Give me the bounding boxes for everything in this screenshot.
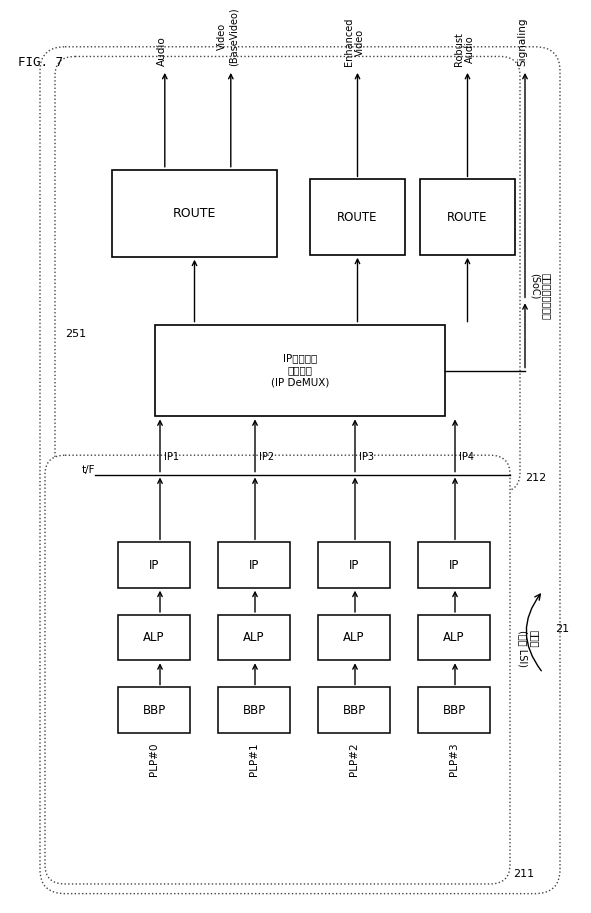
Text: BBP: BBP [142,704,165,717]
Text: PLP#2: PLP#2 [349,742,359,776]
Text: 251: 251 [65,330,86,340]
Text: Audio: Audio [157,37,167,66]
FancyBboxPatch shape [55,57,520,492]
Text: Video
(BaseVideo): Video (BaseVideo) [217,7,239,66]
Text: IP1: IP1 [164,452,179,462]
Bar [218,687,290,733]
Text: IP: IP [149,559,159,572]
Text: PLP#1: PLP#1 [249,742,259,776]
Text: ROUTE: ROUTE [447,211,488,224]
Text: IP: IP [249,559,259,572]
Text: IP: IP [349,559,359,572]
Bar [418,687,490,733]
Bar [310,179,405,255]
Text: 212: 212 [525,473,546,483]
Bar [318,687,390,733]
Bar [420,179,515,255]
Text: ROUTE: ROUTE [337,211,378,224]
Bar [155,324,445,416]
Bar [418,615,490,660]
Bar [112,170,277,257]
FancyBboxPatch shape [45,456,510,884]
Bar [118,615,190,660]
Bar [318,542,390,588]
Bar [218,542,290,588]
Text: 復調部
(復調 LSI): 復調部 (復調 LSI) [518,630,540,666]
Bar [318,615,390,660]
FancyBboxPatch shape [40,47,560,894]
Text: Enhanced
Video: Enhanced Video [344,17,365,66]
Text: ALP: ALP [243,631,265,645]
Text: IP: IP [449,559,459,572]
Text: デマルチプレクサ
(SoC): デマルチプレクサ (SoC) [530,272,551,320]
Bar [118,687,190,733]
Text: PLP#3: PLP#3 [449,742,459,776]
Text: FIG. 7: FIG. 7 [18,57,63,69]
Text: ALP: ALP [343,631,365,645]
Text: BBP: BBP [342,704,366,717]
Text: 211: 211 [513,869,534,879]
Text: IP2: IP2 [259,452,274,462]
Bar [218,615,290,660]
Text: 21: 21 [555,624,569,635]
Text: Signaling: Signaling [517,17,527,66]
Text: IP3: IP3 [359,452,374,462]
Text: ALP: ALP [143,631,165,645]
Bar [118,542,190,588]
Text: ALP: ALP [443,631,465,645]
Text: BBP: BBP [443,704,466,717]
Text: IPデマルチ
プレクサ
(IP DeMUX): IPデマルチ プレクサ (IP DeMUX) [271,353,329,388]
Text: Robust
Audio: Robust Audio [454,32,475,66]
Text: t/F: t/F [82,465,96,475]
Text: ROUTE: ROUTE [173,206,216,220]
Text: PLP#0: PLP#0 [149,742,159,776]
Bar [418,542,490,588]
Text: IP4: IP4 [459,452,474,462]
Text: BBP: BBP [242,704,265,717]
